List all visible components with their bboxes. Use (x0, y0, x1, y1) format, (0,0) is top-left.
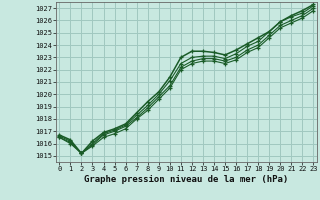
X-axis label: Graphe pression niveau de la mer (hPa): Graphe pression niveau de la mer (hPa) (84, 175, 289, 184)
